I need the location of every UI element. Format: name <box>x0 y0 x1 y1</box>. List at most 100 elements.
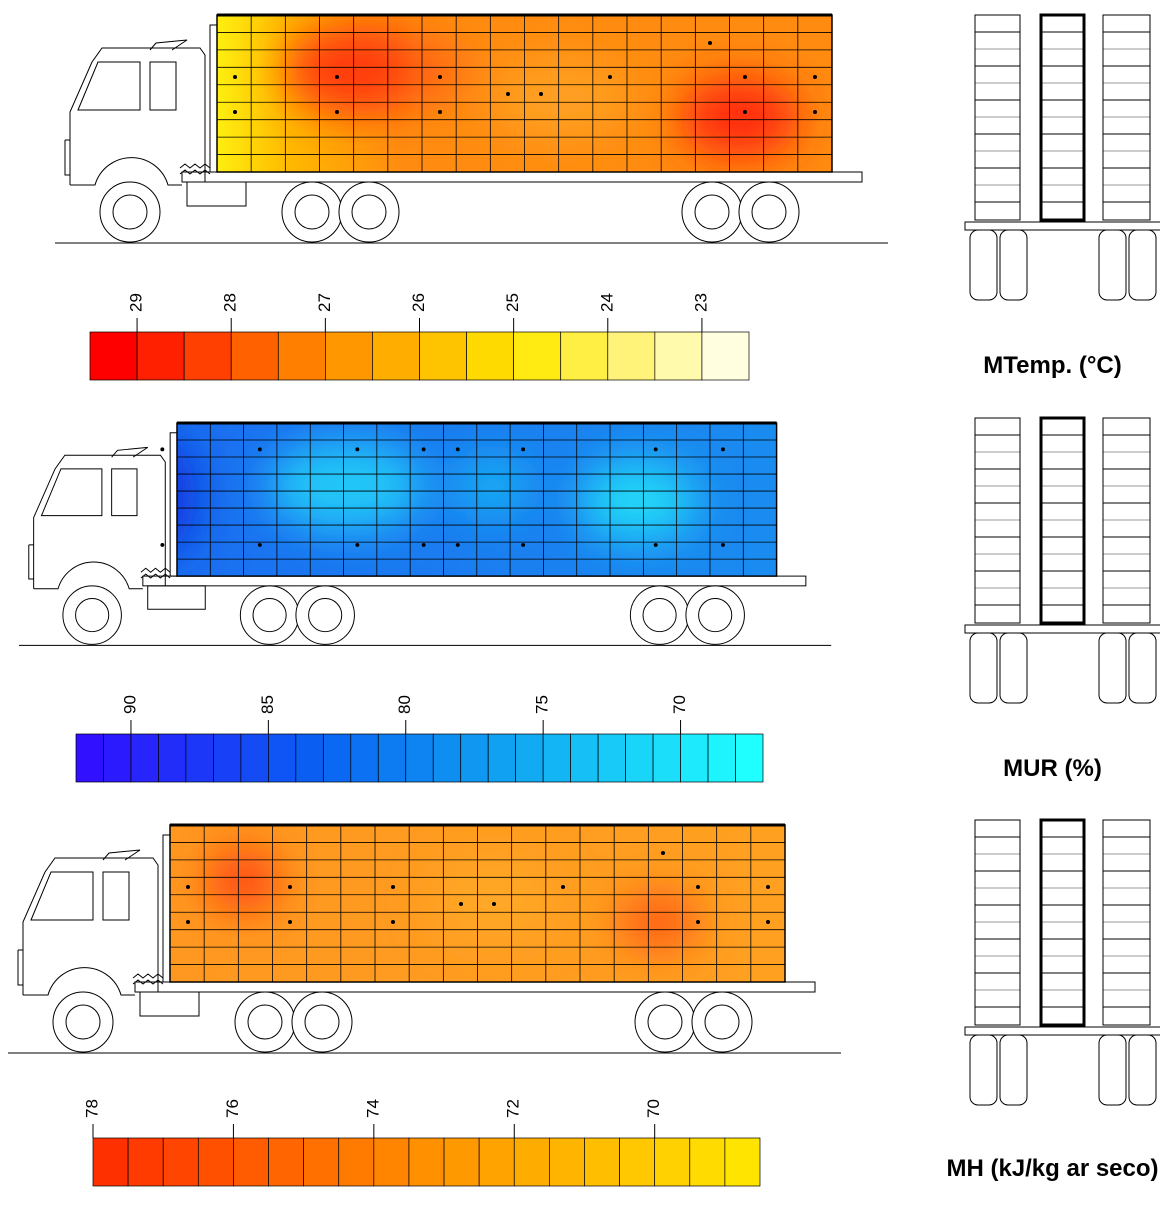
sensor <box>391 920 395 924</box>
heatmap <box>217 15 832 172</box>
tick-label: 70 <box>670 695 689 714</box>
sensor <box>438 75 442 79</box>
tick-label: 74 <box>363 1099 382 1118</box>
sensor <box>653 542 658 547</box>
colorbar-cell <box>619 1137 656 1187</box>
cab <box>33 454 166 590</box>
cab <box>69 47 206 186</box>
sensor <box>696 920 700 924</box>
colorbar-cell <box>372 331 420 381</box>
colorbar-cell <box>724 1137 761 1187</box>
colorbar-cell <box>103 733 132 783</box>
sensor <box>355 447 360 452</box>
truck <box>55 13 888 244</box>
colorbar-cell <box>136 331 185 381</box>
sensor <box>561 885 565 889</box>
sensor <box>459 902 463 906</box>
cab <box>22 857 159 996</box>
sensor <box>257 542 262 547</box>
colorbar-cell <box>408 1137 445 1187</box>
platform <box>181 171 863 183</box>
wheel <box>681 181 743 243</box>
colorbar-cell <box>487 733 517 783</box>
wheel <box>691 991 753 1053</box>
rear-view <box>964 416 1160 704</box>
colorbar-cell <box>652 733 681 783</box>
sensor <box>233 110 237 114</box>
sensor <box>766 920 770 924</box>
rear-view <box>964 818 1160 1106</box>
colorbar-cell <box>560 331 609 381</box>
sensor <box>186 920 190 924</box>
panel-title: MH (kJ/kg ar seco) <box>946 1155 1159 1182</box>
colorbar-cell <box>549 1137 585 1187</box>
sensor <box>233 75 237 79</box>
sensor <box>421 447 426 452</box>
colorbar-cell <box>689 1137 726 1187</box>
sensor <box>661 851 665 855</box>
wheel <box>685 585 745 645</box>
sensor <box>743 75 747 79</box>
colorbar-cell <box>75 733 104 783</box>
colorbar-cell <box>460 733 489 783</box>
tick-label: 78 <box>82 1099 101 1118</box>
colorbar-cell <box>185 733 214 783</box>
colorbar-cell <box>625 733 654 783</box>
sensor <box>608 75 612 79</box>
platform <box>142 575 807 587</box>
tick-label: 76 <box>223 1099 242 1118</box>
colorbar-cell <box>197 1137 234 1187</box>
tick-label: 85 <box>258 695 277 714</box>
sensor <box>257 447 262 452</box>
colorbar-cell <box>183 331 232 381</box>
panel-title: MUR (%) <box>1003 755 1102 782</box>
wheel <box>295 585 355 645</box>
sensor <box>521 447 526 452</box>
sensor <box>813 75 817 79</box>
wheel <box>738 181 800 243</box>
colorbar-cell <box>268 733 297 783</box>
sensor <box>721 447 725 452</box>
sensor <box>186 885 190 889</box>
wheel <box>234 991 296 1053</box>
colorbar-cell <box>92 1137 129 1187</box>
sensor <box>455 542 460 547</box>
sensor <box>506 92 510 96</box>
sensor <box>766 885 770 889</box>
tick-label: 90 <box>120 695 139 714</box>
sensor <box>455 447 460 452</box>
platform <box>134 981 816 993</box>
truck <box>8 823 841 1054</box>
colorbar-cell <box>432 733 462 783</box>
colorbar-cell <box>542 733 571 783</box>
colorbar-cell <box>419 331 467 381</box>
colorbar-cell <box>478 1137 515 1187</box>
wheel <box>629 585 690 645</box>
colorbar-cell <box>513 331 562 381</box>
wheel <box>99 181 161 243</box>
colorbar-cell <box>680 733 709 783</box>
colorbar-cell <box>158 733 187 783</box>
sensor <box>421 542 426 547</box>
colorbar-cell <box>654 1137 691 1187</box>
colorbar-cell <box>443 1137 480 1187</box>
colorbar-cell <box>268 1137 304 1187</box>
heatmap <box>170 825 785 982</box>
colorbar-cell <box>654 331 703 381</box>
sensor <box>391 885 395 889</box>
sensor <box>288 885 292 889</box>
colorbar-cell <box>584 1137 620 1187</box>
sensor <box>160 542 165 547</box>
colorbar-cell <box>701 331 750 381</box>
tick-label: 24 <box>597 293 616 312</box>
wheel <box>52 991 114 1053</box>
wheel <box>338 181 400 243</box>
colorbar-cell <box>325 331 373 381</box>
colorbar-cell <box>127 1137 164 1187</box>
colorbar-cell <box>338 1137 375 1187</box>
colorbar-cell <box>295 733 324 783</box>
colorbar-cell <box>277 331 326 381</box>
colorbar-cell <box>377 733 407 783</box>
